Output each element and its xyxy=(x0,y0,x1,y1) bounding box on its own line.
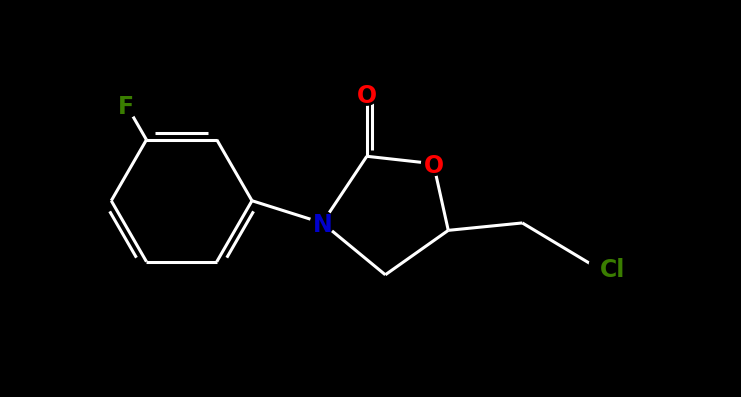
Text: O: O xyxy=(423,154,444,178)
Circle shape xyxy=(355,81,379,105)
Circle shape xyxy=(422,152,445,175)
Text: F: F xyxy=(118,95,134,119)
Circle shape xyxy=(589,251,622,284)
Text: Cl: Cl xyxy=(600,258,625,282)
Circle shape xyxy=(113,91,139,118)
Text: N: N xyxy=(313,214,332,237)
Circle shape xyxy=(310,211,334,235)
Text: O: O xyxy=(356,84,377,108)
